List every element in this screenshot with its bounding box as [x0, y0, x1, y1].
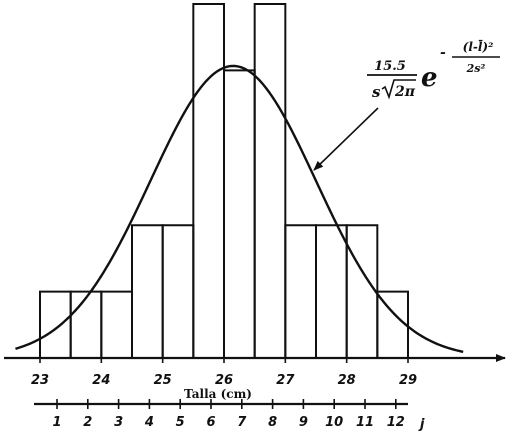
histogram-bar: [131, 224, 164, 359]
j-axis-ticks: 1 2 3 4 5 6 7 8 9 10 11 12: [52, 399, 405, 430]
j-tick-label: 1: [52, 415, 61, 430]
histogram-bar: [253, 3, 287, 359]
histogram-bar: [161, 224, 195, 359]
j-tick-label: 8: [268, 415, 277, 430]
x-tick-label: 25: [154, 373, 172, 388]
j-tick-label: 10: [325, 415, 343, 430]
formula-pointer-arrow: [313, 107, 379, 171]
formula-base-e: e: [421, 63, 438, 93]
normal-curve-layer: [15, 64, 464, 354]
formula-root-content: 2π: [394, 84, 416, 100]
j-axis-label: j: [418, 417, 425, 432]
histogram-bar: [100, 290, 134, 359]
histogram-bar: [69, 290, 103, 359]
formula-exponent-denominator: 2s²: [466, 62, 486, 75]
x-axis-ticks: 23 24 25 26 27 28 29: [31, 353, 417, 388]
j-tick-label: 3: [114, 415, 123, 430]
histogram-bar: [315, 224, 348, 359]
j-tick-label: 2: [83, 415, 92, 430]
formula-exponent-numerator: (l-l̄)²: [463, 38, 494, 54]
formula-exponent-sign: -: [440, 45, 446, 61]
histogram-bar: [284, 224, 318, 359]
histogram-bars: [39, 3, 410, 359]
x-tick-label: 28: [338, 373, 356, 388]
j-tick-label: 9: [299, 415, 308, 430]
j-tick-label: 5: [176, 415, 185, 430]
formula-numerator: 15.5: [374, 59, 406, 74]
x-tick-label: 29: [399, 373, 417, 388]
j-tick-label: 7: [237, 415, 247, 430]
histogram-bar: [192, 3, 225, 359]
histogram-bar: [223, 69, 256, 359]
x-tick-label: 27: [276, 373, 295, 388]
normal-curve: [15, 64, 464, 354]
j-tick-label: 4: [144, 415, 154, 430]
formula-sqrt-sign: [381, 79, 416, 100]
formula-denominator-s: s: [372, 83, 381, 101]
j-tick-label: 11: [356, 415, 374, 430]
histogram-bar: [39, 290, 72, 359]
curve-formula: 15.5 s 2π e - (l-l̄)² 2s²: [367, 38, 500, 101]
x-tick-label: 26: [215, 373, 233, 388]
x-tick-label: 24: [92, 373, 110, 388]
x-tick-label: 23: [31, 373, 49, 388]
histogram-bar: [345, 224, 379, 359]
x-axis-title: Talla (cm): [184, 387, 252, 401]
j-tick-label: 12: [387, 415, 405, 430]
j-tick-label: 6: [206, 415, 215, 430]
